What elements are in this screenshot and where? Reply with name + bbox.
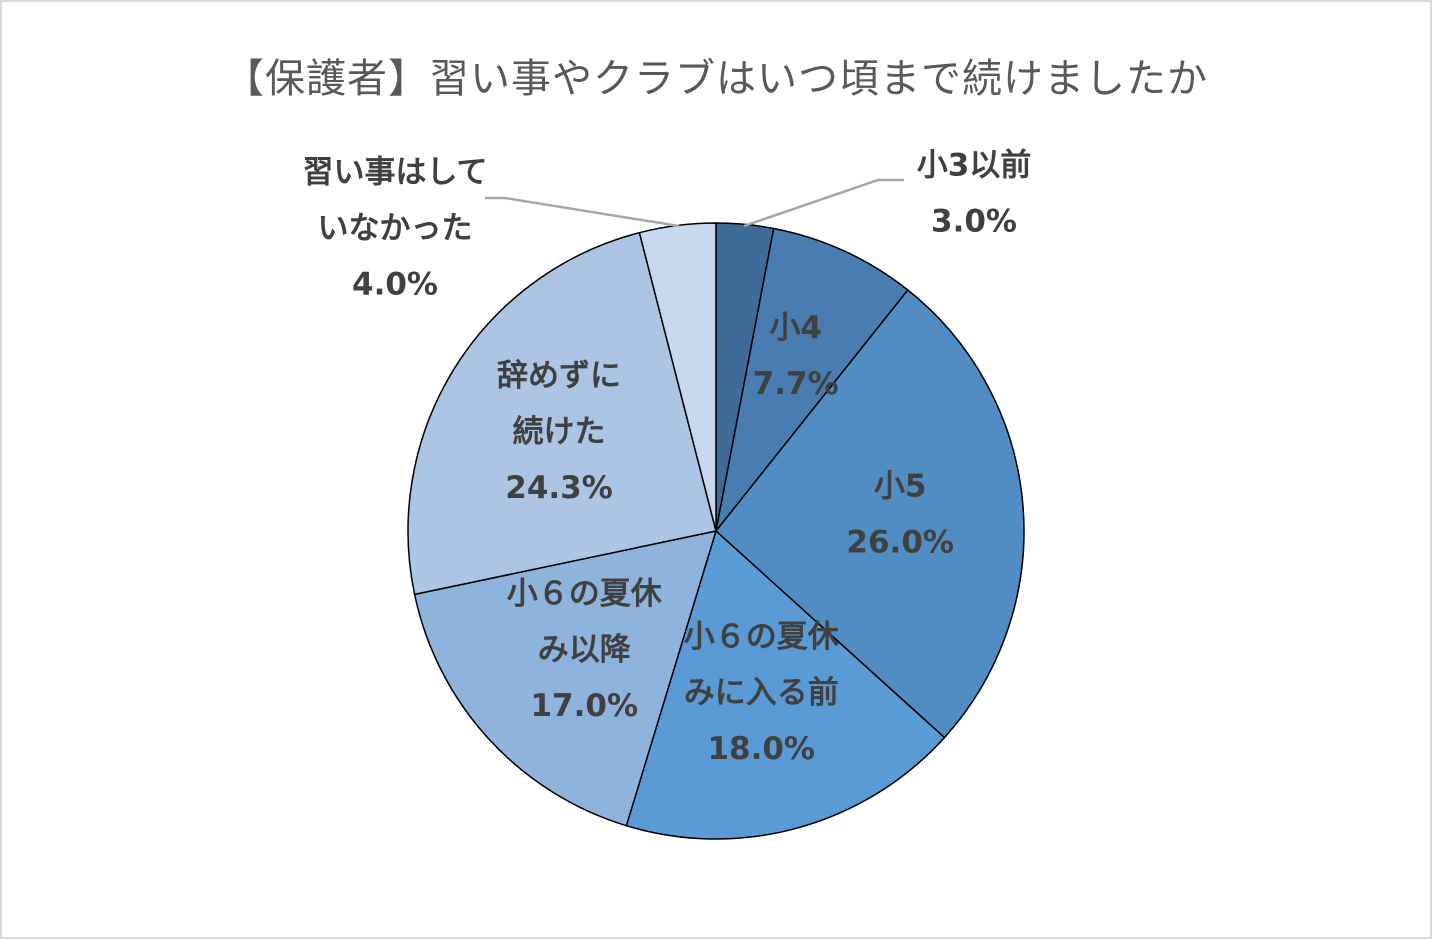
slice-category-label-2: 小5 <box>874 468 927 504</box>
leader-line-6 <box>485 196 680 228</box>
leader-lines <box>485 178 904 228</box>
slice-value-label-2: 26.0% <box>846 524 954 560</box>
slice-value-label-0: 3.0% <box>931 204 1017 240</box>
slice-value-label-1: 7.7% <box>753 366 839 402</box>
slice-category-label-4: み以降 <box>538 632 632 668</box>
slice-category-label-5: 辞めずに <box>497 358 621 394</box>
slice-category-label-6: いなかった <box>318 211 473 247</box>
pie-slice-2 <box>714 288 1025 739</box>
slice-value-label-3: 18.0% <box>707 731 815 767</box>
slice-category-label-6: 習い事はして <box>302 155 487 191</box>
pie-slice-1 <box>715 227 909 532</box>
chart-title: 【保護者】習い事やクラブはいつ頃まで続けましたか <box>224 56 1208 102</box>
leader-line-0 <box>743 178 904 228</box>
slice-value-label-6: 4.0% <box>352 267 438 303</box>
slice-value-label-5: 24.3% <box>505 470 613 506</box>
pie-slice-4 <box>413 530 718 827</box>
slice-category-label-3: 小６の夏休 <box>684 619 840 655</box>
slice-category-label-5: 続けた <box>513 414 606 450</box>
slice-category-label-1: 小4 <box>769 310 822 346</box>
slice-category-label-4: 小６の夏休 <box>507 576 663 612</box>
pie-slice-3 <box>625 529 946 840</box>
slice-value-label-4: 17.0% <box>530 688 638 724</box>
slice-category-label-0: 小3以前 <box>917 148 1032 184</box>
pie-slices <box>407 222 1025 840</box>
slice-category-label-3: みに入る前 <box>684 675 839 711</box>
pie-slice-5 <box>407 231 717 596</box>
